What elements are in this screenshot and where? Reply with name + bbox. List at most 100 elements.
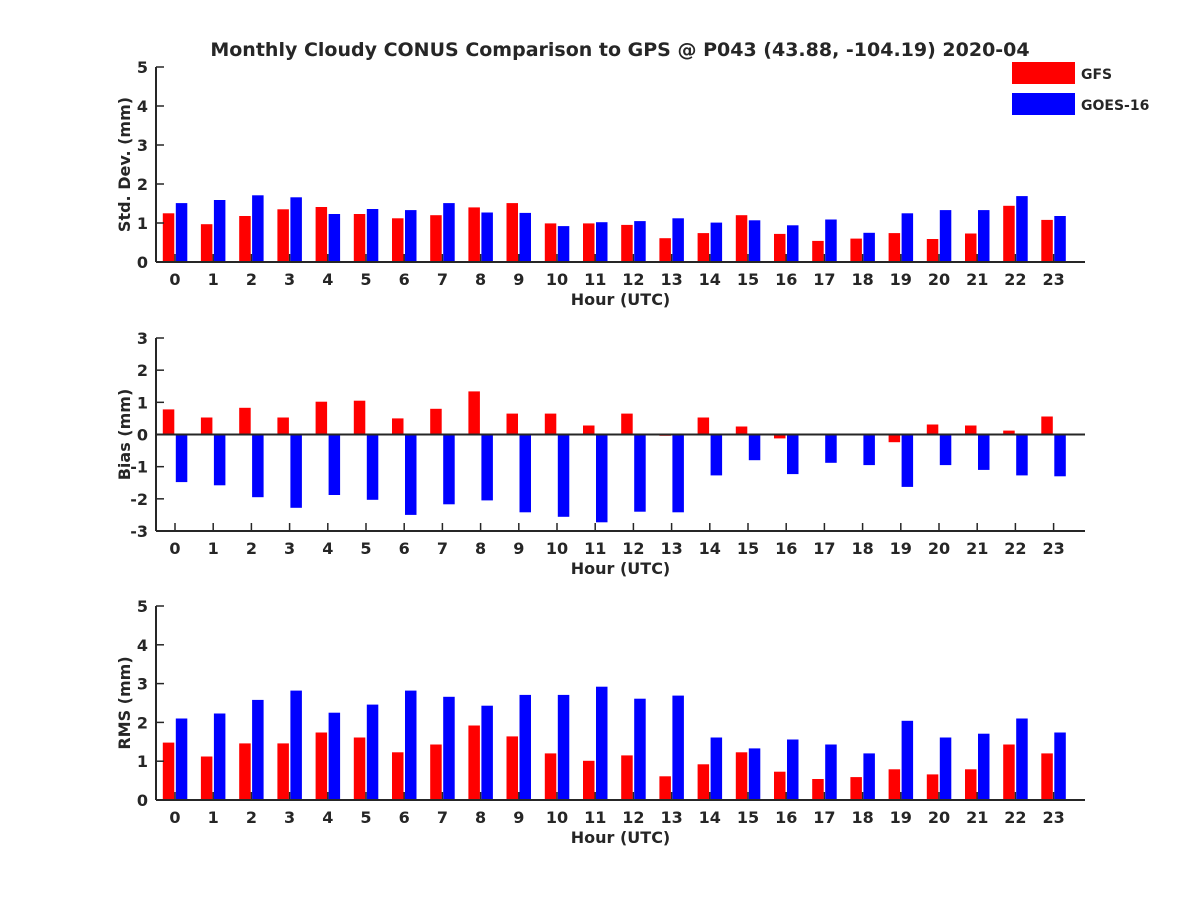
- bar-gfs-hour-2: [239, 743, 251, 800]
- bar-goes-16-hour-2: [252, 195, 264, 262]
- bar-goes-16-hour-13: [672, 218, 684, 262]
- bar-goes-16-hour-20: [939, 210, 952, 262]
- bar-gfs-hour-0: [162, 213, 175, 263]
- x-tick-label: 3: [284, 808, 295, 827]
- bar-gfs-hour-7: [430, 744, 442, 800]
- x-tick-label: 13: [660, 539, 682, 558]
- bar-goes-16-hour-0: [175, 203, 188, 262]
- x-tick-label: 6: [399, 808, 410, 827]
- x-tick-label: 13: [660, 808, 682, 827]
- bar-gfs-hour-11: [583, 223, 595, 262]
- bar-gfs-hour-17: [812, 240, 824, 262]
- bar-goes-16-hour-22: [1016, 196, 1028, 262]
- bar-goes-16-hour-17: [825, 744, 837, 800]
- x-tick-label: 22: [1004, 539, 1026, 558]
- bar-gfs-hour-22: [1003, 205, 1015, 262]
- x-tick-label: 16: [775, 808, 797, 827]
- x-tick-label: 10: [546, 808, 568, 827]
- bar-gfs-hour-9: [506, 736, 518, 800]
- x-tick-label: 9: [513, 808, 524, 827]
- bar-goes-16-hour-22: [1016, 718, 1028, 800]
- x-tick-label: 23: [1042, 270, 1064, 289]
- x-tick-label: 12: [622, 539, 644, 558]
- x-tick-label: 18: [851, 270, 873, 289]
- x-tick-label: 0: [169, 270, 180, 289]
- bar-gfs-hour-8: [468, 725, 480, 800]
- y-tick-label: -2: [130, 490, 148, 509]
- x-tick-label: 15: [737, 539, 759, 558]
- x-tick-label: 7: [437, 539, 448, 558]
- x-tick-label: 12: [622, 808, 644, 827]
- bar-goes-16-hour-22: [1016, 434, 1028, 476]
- bar-goes-16-hour-19: [901, 213, 914, 263]
- legend-swatch-goes-16: [1012, 93, 1075, 115]
- bar-goes-16-hour-23: [1054, 216, 1066, 262]
- legend-label-goes-16: GOES-16: [1081, 98, 1149, 114]
- x-tick-label: 5: [360, 808, 371, 827]
- bar-goes-16-hour-20: [939, 434, 952, 466]
- y-tick-label: 5: [137, 58, 148, 77]
- x-tick-label: 9: [513, 539, 524, 558]
- bar-gfs-hour-21: [965, 769, 977, 800]
- x-tick-label: 0: [169, 808, 180, 827]
- x-tick-label: 7: [437, 808, 448, 827]
- x-tick-label: 14: [699, 808, 721, 827]
- bar-gfs-hour-21: [965, 233, 977, 262]
- x-tick-label: 3: [284, 539, 295, 558]
- y-axis-label: Bias (mm): [115, 389, 134, 481]
- bar-goes-16-hour-11: [596, 434, 608, 523]
- y-tick-label: 2: [137, 361, 148, 380]
- bar-goes-16-hour-7: [443, 434, 455, 505]
- bar-goes-16-hour-18: [863, 232, 875, 263]
- y-tick-label: -3: [130, 522, 148, 541]
- x-tick-label: 17: [813, 539, 835, 558]
- bar-gfs-hour-15: [735, 426, 748, 435]
- bar-gfs-hour-22: [1003, 430, 1015, 435]
- bar-goes-16-hour-4: [328, 712, 341, 800]
- bar-gfs-hour-0: [162, 742, 175, 800]
- bar-goes-16-hour-6: [405, 690, 417, 800]
- bar-goes-16-hour-6: [405, 434, 417, 515]
- bar-goes-16-hour-2: [252, 434, 264, 498]
- bar-goes-16-hour-6: [405, 210, 417, 262]
- bar-gfs-hour-5: [353, 400, 366, 435]
- bar-goes-16-hour-18: [863, 753, 875, 800]
- y-tick-label: 5: [137, 597, 148, 616]
- x-tick-label: 5: [360, 270, 371, 289]
- bar-goes-16-hour-9: [519, 694, 531, 800]
- bar-goes-16-hour-16: [787, 225, 799, 262]
- bar-goes-16-hour-21: [978, 434, 990, 470]
- x-tick-label: 19: [890, 270, 912, 289]
- bar-goes-16-hour-3: [290, 690, 302, 800]
- legend-label-gfs: GFS: [1081, 67, 1112, 83]
- bar-gfs-hour-0: [162, 409, 175, 435]
- y-tick-label: 0: [137, 253, 148, 272]
- x-tick-label: 0: [169, 539, 180, 558]
- bar-goes-16-hour-7: [443, 203, 455, 262]
- bar-gfs-hour-9: [506, 413, 518, 435]
- x-axis-label: Hour (UTC): [571, 559, 671, 578]
- bar-gfs-hour-1: [200, 224, 213, 262]
- x-axis-label: Hour (UTC): [571, 290, 671, 309]
- x-tick-label: 11: [584, 539, 606, 558]
- bar-gfs-hour-6: [392, 218, 404, 262]
- bar-gfs-hour-18: [850, 777, 862, 800]
- bar-gfs-hour-16: [774, 233, 786, 262]
- bar-goes-16-hour-5: [366, 209, 379, 262]
- x-tick-label: 18: [851, 808, 873, 827]
- bar-gfs-hour-1: [200, 417, 213, 435]
- y-axis-label: RMS (mm): [115, 656, 134, 749]
- bar-goes-16-hour-4: [328, 434, 341, 495]
- bar-goes-16-hour-12: [634, 221, 646, 262]
- bar-gfs-hour-4: [315, 207, 328, 262]
- bar-gfs-hour-14: [697, 233, 710, 262]
- bar-goes-16-hour-9: [519, 434, 531, 513]
- x-tick-label: 8: [475, 539, 486, 558]
- bar-goes-16-hour-13: [672, 434, 684, 513]
- bar-gfs-hour-2: [239, 407, 251, 435]
- x-tick-label: 6: [399, 539, 410, 558]
- bar-goes-16-hour-5: [366, 704, 379, 800]
